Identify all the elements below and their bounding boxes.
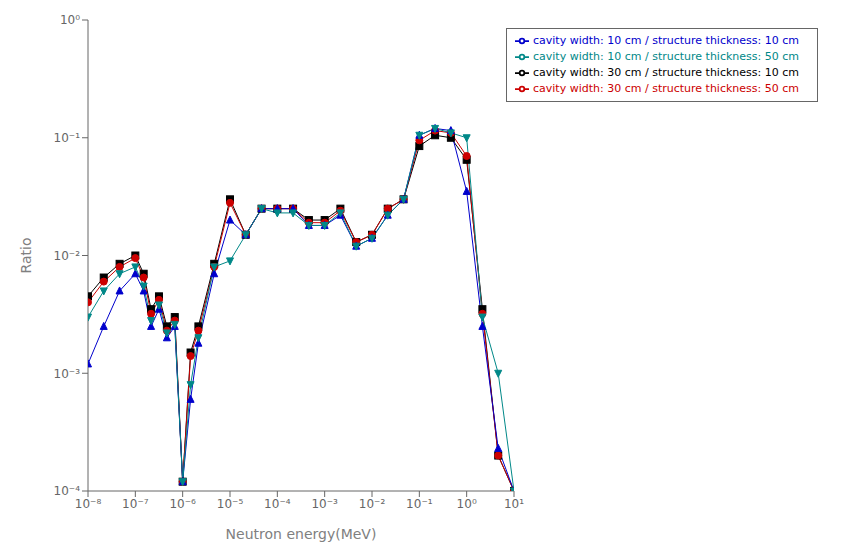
svg-text:Neutron energy(MeV): Neutron energy(MeV): [226, 526, 377, 542]
svg-text:Ratio: Ratio: [18, 238, 34, 274]
svg-text:10⁻⁴: 10⁻⁴: [54, 484, 81, 498]
svg-text:10¹: 10¹: [504, 497, 524, 511]
svg-text:10⁻²: 10⁻²: [54, 249, 81, 263]
html-text:cavity width: 10 cm / structur: cavity width: 10 cm / structure thicknes…: [533, 50, 799, 63]
svg-text:10⁰: 10⁰: [457, 497, 477, 511]
svg-text:10⁻²: 10⁻²: [359, 497, 386, 511]
svg-text:10⁻³: 10⁻³: [54, 367, 81, 381]
svg-text:10⁻¹: 10⁻¹: [54, 131, 81, 145]
html-text:cavity width: 10 cm / structur: cavity width: 10 cm / structure thicknes…: [533, 34, 799, 47]
svg-text:10⁰: 10⁰: [60, 13, 80, 27]
svg-text:10⁻³: 10⁻³: [311, 497, 338, 511]
html-text:cavity width: 30 cm / structur: cavity width: 30 cm / structure thicknes…: [533, 66, 799, 79]
svg-text:10⁻¹: 10⁻¹: [406, 497, 433, 511]
svg-text:10⁻⁵: 10⁻⁵: [217, 497, 244, 511]
svg-text:10⁻⁷: 10⁻⁷: [122, 497, 149, 511]
html-text:cavity width: 30 cm / structur: cavity width: 30 cm / structure thicknes…: [533, 82, 799, 95]
svg-text:10⁻⁸: 10⁻⁸: [75, 497, 102, 511]
svg-text:10⁻⁶: 10⁻⁶: [169, 497, 196, 511]
svg-text:10⁻⁴: 10⁻⁴: [264, 497, 291, 511]
